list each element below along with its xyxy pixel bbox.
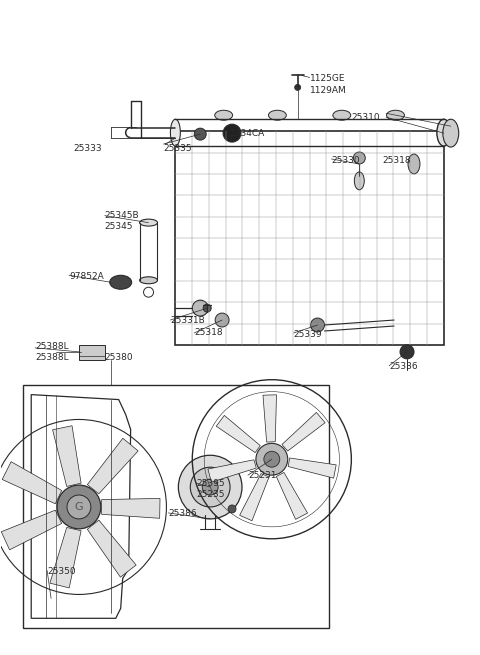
- Polygon shape: [50, 527, 81, 588]
- Ellipse shape: [110, 275, 132, 290]
- Polygon shape: [87, 520, 136, 577]
- Text: 25350: 25350: [47, 567, 76, 576]
- Text: 25335: 25335: [164, 144, 192, 153]
- Circle shape: [353, 152, 365, 164]
- Text: 25333: 25333: [73, 144, 102, 153]
- Ellipse shape: [333, 110, 351, 121]
- Circle shape: [179, 455, 242, 519]
- Circle shape: [223, 124, 241, 142]
- Text: 1125GE: 1125GE: [310, 75, 345, 83]
- Circle shape: [67, 495, 91, 519]
- Ellipse shape: [443, 119, 459, 147]
- Circle shape: [202, 479, 218, 495]
- Circle shape: [256, 443, 288, 475]
- Text: 25388L: 25388L: [35, 353, 69, 362]
- Polygon shape: [276, 472, 308, 519]
- Circle shape: [192, 300, 208, 316]
- Polygon shape: [208, 460, 256, 482]
- Polygon shape: [263, 395, 276, 442]
- Text: 25310: 25310: [351, 113, 380, 122]
- Circle shape: [57, 485, 101, 529]
- Text: 25339: 25339: [294, 330, 322, 339]
- Ellipse shape: [140, 219, 157, 226]
- Text: 97852A: 97852A: [69, 272, 104, 281]
- Text: 25345: 25345: [105, 221, 133, 231]
- Text: 25235: 25235: [196, 490, 225, 499]
- Ellipse shape: [354, 172, 364, 190]
- Text: 25231: 25231: [248, 471, 276, 480]
- Circle shape: [228, 505, 236, 513]
- Ellipse shape: [215, 110, 233, 121]
- Polygon shape: [282, 413, 325, 451]
- Polygon shape: [53, 426, 81, 487]
- Bar: [23, 384, 329, 628]
- Text: 25386: 25386: [168, 509, 197, 518]
- Circle shape: [194, 128, 206, 140]
- Ellipse shape: [408, 154, 420, 174]
- Text: 25345B: 25345B: [105, 211, 139, 219]
- Circle shape: [264, 451, 280, 467]
- Ellipse shape: [437, 119, 451, 146]
- Text: 25395: 25395: [196, 479, 225, 488]
- Circle shape: [215, 313, 229, 327]
- Text: 25318: 25318: [382, 156, 411, 165]
- Polygon shape: [1, 510, 62, 550]
- Ellipse shape: [268, 110, 287, 121]
- Text: 25380: 25380: [105, 353, 133, 362]
- Text: 1129AM: 1129AM: [310, 86, 347, 96]
- Circle shape: [190, 467, 230, 507]
- Text: 25330: 25330: [332, 156, 360, 165]
- Polygon shape: [102, 498, 160, 518]
- Text: 25331B: 25331B: [170, 316, 205, 325]
- Circle shape: [311, 318, 324, 332]
- Circle shape: [203, 304, 211, 312]
- Ellipse shape: [386, 110, 405, 121]
- Text: G: G: [74, 502, 83, 512]
- Polygon shape: [2, 462, 62, 504]
- Bar: [175, 131, 444, 345]
- Circle shape: [400, 345, 414, 359]
- Ellipse shape: [140, 277, 157, 284]
- Text: 25318: 25318: [194, 328, 223, 337]
- Polygon shape: [216, 415, 260, 453]
- Ellipse shape: [170, 119, 180, 146]
- Polygon shape: [240, 474, 269, 521]
- Circle shape: [295, 84, 300, 90]
- Text: 25336: 25336: [389, 362, 418, 371]
- Polygon shape: [288, 458, 336, 478]
- Text: 1334CA: 1334CA: [230, 129, 265, 138]
- Polygon shape: [79, 345, 105, 360]
- Text: 25388L: 25388L: [35, 342, 69, 351]
- Polygon shape: [87, 438, 138, 494]
